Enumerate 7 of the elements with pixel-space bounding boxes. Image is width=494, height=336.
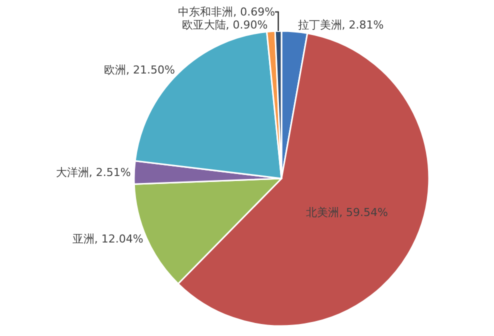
slice-label: 欧亚大陆, 0.90% (182, 18, 268, 32)
slice-label: 拉丁美洲, 2.81% (298, 18, 384, 32)
slice-label: 北美洲, 59.54% (306, 206, 388, 219)
slice-label: 大洋洲, 2.51% (56, 166, 131, 179)
slice-label: 中东和非洲, 0.69% (178, 5, 276, 18)
slice-label: 亚洲, 12.04% (72, 232, 144, 246)
slice-label: 欧洲, 21.50% (104, 63, 175, 76)
